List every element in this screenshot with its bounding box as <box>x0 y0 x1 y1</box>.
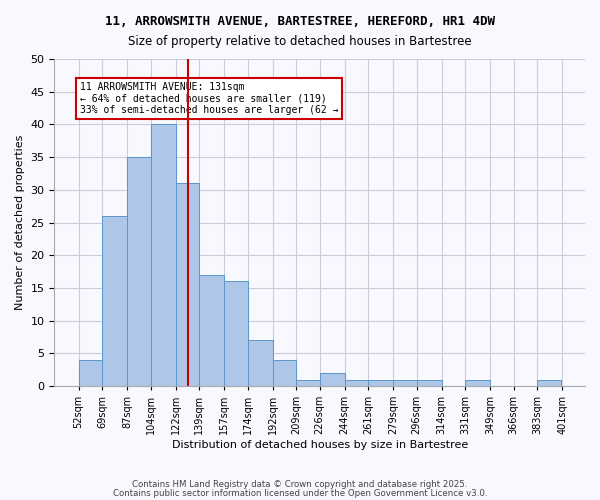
Bar <box>199 275 224 386</box>
Text: Contains HM Land Registry data © Crown copyright and database right 2025.: Contains HM Land Registry data © Crown c… <box>132 480 468 489</box>
Bar <box>368 380 393 386</box>
Bar <box>79 360 102 386</box>
Bar <box>320 373 344 386</box>
Text: 11, ARROWSMITH AVENUE, BARTESTREE, HEREFORD, HR1 4DW: 11, ARROWSMITH AVENUE, BARTESTREE, HEREF… <box>105 15 495 28</box>
Bar <box>344 380 368 386</box>
Text: Size of property relative to detached houses in Bartestree: Size of property relative to detached ho… <box>128 35 472 48</box>
Bar <box>272 360 296 386</box>
Text: Contains public sector information licensed under the Open Government Licence v3: Contains public sector information licen… <box>113 489 487 498</box>
Bar <box>417 380 442 386</box>
Bar <box>248 340 272 386</box>
Bar <box>151 124 176 386</box>
Bar <box>296 380 320 386</box>
Bar <box>393 380 417 386</box>
Bar <box>176 184 199 386</box>
Bar <box>465 380 490 386</box>
X-axis label: Distribution of detached houses by size in Bartestree: Distribution of detached houses by size … <box>172 440 468 450</box>
Bar <box>102 216 127 386</box>
Text: 11 ARROWSMITH AVENUE: 131sqm
← 64% of detached houses are smaller (119)
33% of s: 11 ARROWSMITH AVENUE: 131sqm ← 64% of de… <box>80 82 338 115</box>
Bar <box>224 282 248 386</box>
Bar <box>127 157 151 386</box>
Y-axis label: Number of detached properties: Number of detached properties <box>15 135 25 310</box>
Bar <box>538 380 561 386</box>
